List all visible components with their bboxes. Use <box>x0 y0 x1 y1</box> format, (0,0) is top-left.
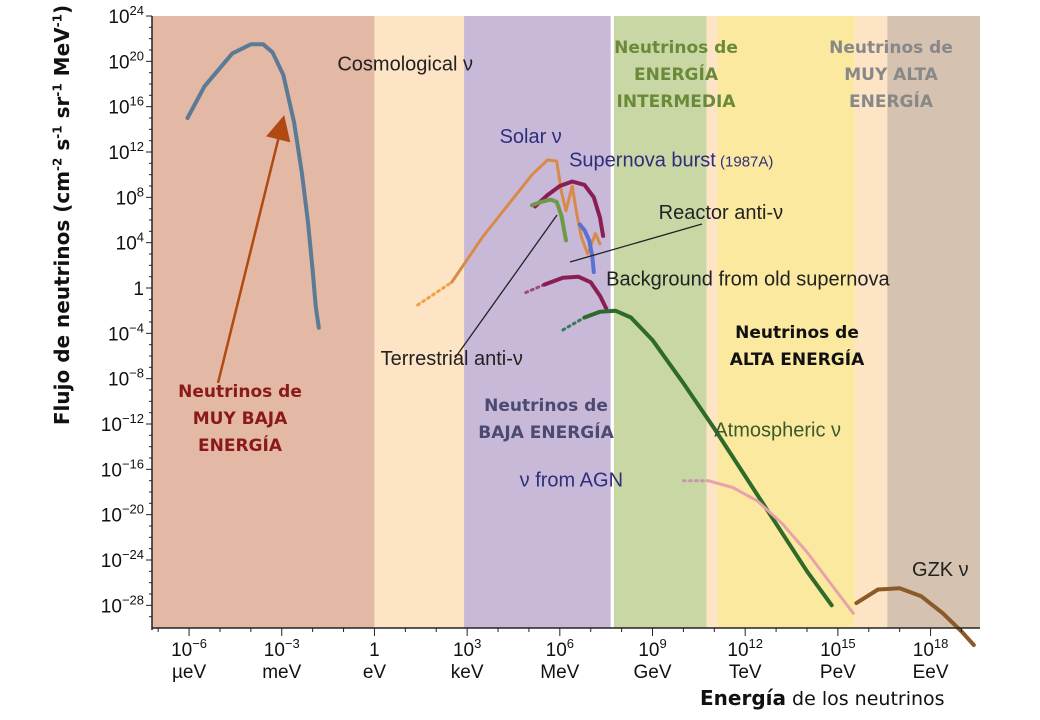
region-label-0-line-1: MUY BAJA <box>193 409 288 429</box>
x-tick-label: 10−3 <box>264 636 300 661</box>
y-tick-label: 10−4 <box>108 320 144 345</box>
region-labels: Neutrinos de MUY BAJA ENERGÍA Neutrinos de B… <box>178 38 953 456</box>
energy-band-4 <box>613 16 707 628</box>
y-tick-label: 1016 <box>108 94 144 119</box>
y-axis-label: Flujo de neutrinos (cm-2 s-1 sr-1 MeV-1) <box>50 4 74 426</box>
x-tick-label: 10−6 <box>171 636 207 661</box>
label-background-from-old-supernova: Background from old supernova <box>606 269 890 291</box>
region-label-0-line-0: Neutrinos de <box>178 382 302 402</box>
x-unit-label: PeV <box>820 662 856 683</box>
x-tick-label: 1015 <box>820 636 856 661</box>
energy-band-1 <box>374 16 465 628</box>
energy-bands <box>152 16 980 628</box>
x-unit-label: TeV <box>729 662 762 683</box>
x-unit-label: µeV <box>172 662 207 683</box>
energy-band-7 <box>854 16 888 628</box>
reactor-pointer-line <box>569 223 703 263</box>
region-label-1-line-1: BAJA ENERGÍA <box>478 421 614 443</box>
y-tick-label: 10−20 <box>101 502 144 527</box>
label-supernova-burst: Supernova burst (1987A) <box>569 150 773 172</box>
energy-band-5 <box>706 16 718 628</box>
region-label-2-line-1: ENERGÍA <box>634 63 719 85</box>
series-background-dotted <box>524 283 546 294</box>
x-unit-label: MeV <box>540 662 579 683</box>
y-tick-label: 108 <box>116 184 144 209</box>
series-background-from-old-supernova <box>542 274 609 311</box>
region-label-4-line-0: Neutrinos de <box>829 38 953 58</box>
x-unit-label: keV <box>451 662 484 683</box>
series-group <box>185 42 976 647</box>
x-axis-label: Energía de los neutrinos <box>700 686 945 710</box>
series-from-agn <box>706 479 855 615</box>
series-cosmological <box>185 42 321 330</box>
y-tick-label: 1020 <box>108 48 144 73</box>
x-unit-label: GeV <box>633 662 671 683</box>
y-tick-label: 1 <box>133 279 144 300</box>
region-label-1-line-0: Neutrinos de <box>484 396 608 416</box>
region-label-4-line-1: MUY ALTA <box>844 65 938 85</box>
y-tick-label: 10−16 <box>101 456 144 481</box>
x-unit-label: meV <box>262 662 301 683</box>
x-tick-label: 1012 <box>727 636 763 661</box>
x-tick-label: 109 <box>638 636 666 661</box>
energy-band-3 <box>610 16 614 628</box>
x-unit-label: EeV <box>913 662 949 683</box>
region-label-3-line-1: ALTA ENERGÍA <box>730 348 865 370</box>
series-supernova-burst-1987a <box>533 179 606 238</box>
region-label-0-line-2: ENERGÍA <box>198 434 283 456</box>
y-tick-label: 1012 <box>108 139 144 164</box>
energy-band-2 <box>464 16 611 628</box>
label-terrestrial-anti: Terrestrial anti-ν <box>381 348 523 370</box>
region-label-2-line-0: Neutrinos de <box>614 38 738 58</box>
label-from-agn: ν from AGN <box>520 469 623 491</box>
x-tick-label: 106 <box>546 636 574 661</box>
energy-band-8 <box>887 16 980 628</box>
x-tick-label: 1 <box>369 640 380 661</box>
y-tick-label: 10−12 <box>101 411 144 436</box>
region-label-3-line-0: Neutrinos de <box>735 323 859 343</box>
curve-labels: Cosmological ν Solar ν Supernova burst (19… <box>337 53 968 580</box>
cosmological-arrow <box>216 115 291 384</box>
axes: 1024 1020 1016 1012 108 104 1 10−4 10−8 10−12 10−1… <box>101 3 980 683</box>
label-reactor-anti: Reactor anti-ν <box>659 202 784 224</box>
region-label-4-line-2: ENERGÍA <box>849 90 934 112</box>
series-atmospheric <box>582 308 834 608</box>
label-solar: Solar ν <box>500 126 562 148</box>
series-terrestrial-anti <box>530 197 568 243</box>
terrestrial-pointer-line <box>454 214 558 359</box>
series-solar-dotted <box>416 280 454 307</box>
label-pointers <box>216 115 703 384</box>
series-solar <box>450 158 602 284</box>
x-tick-label: 103 <box>453 636 481 661</box>
series-atmospheric-dotted <box>561 316 586 332</box>
label-atmospheric: Atmospheric ν <box>714 419 841 441</box>
region-label-2-line-2: INTERMEDIA <box>617 92 737 112</box>
energy-band-0 <box>152 16 375 628</box>
y-tick-label: 1024 <box>108 3 144 28</box>
x-tick-label: 1018 <box>913 636 949 661</box>
y-tick-label: 10−8 <box>108 366 144 391</box>
x-unit-label: eV <box>363 662 387 683</box>
y-tick-label: 104 <box>116 230 144 255</box>
y-tick-label: 10−28 <box>101 592 144 617</box>
label-gzk: GZK ν <box>912 559 969 581</box>
y-tick-label: 10−24 <box>101 547 144 572</box>
label-cosmological: Cosmological ν <box>337 53 473 75</box>
series-reactor-anti <box>577 222 596 275</box>
